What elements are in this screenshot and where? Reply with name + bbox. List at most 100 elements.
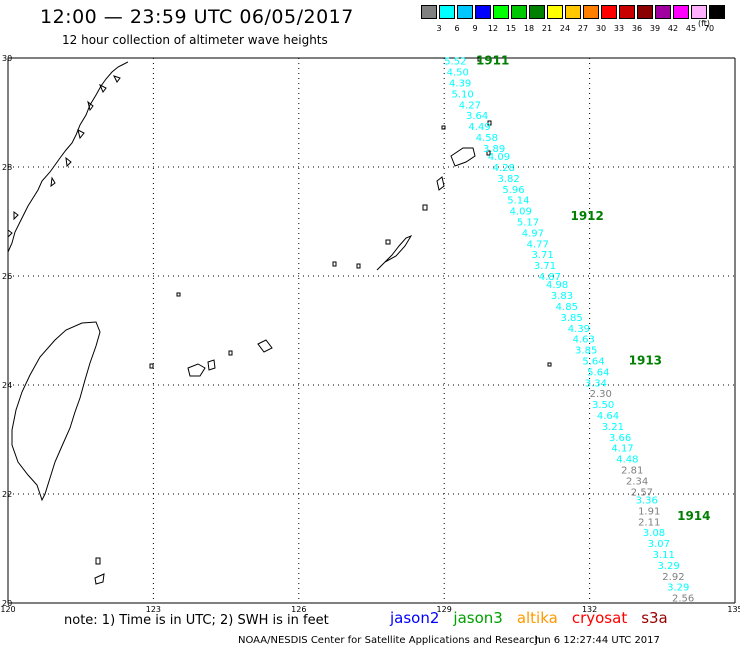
pass-number-label: 1911 <box>476 54 509 68</box>
china-coast-islands <box>7 75 121 239</box>
lat-tick-label: 28 <box>2 163 12 172</box>
lon-tick-label: 126 <box>291 605 306 614</box>
legend-bin-label: 21 <box>541 24 553 33</box>
wave-height-value: 4.09 <box>510 207 532 218</box>
legend-bin-label: 24 <box>559 24 571 33</box>
legend-swatch <box>583 5 599 19</box>
legend-bin-label: 27 <box>577 24 589 33</box>
credit-line: NOAA/NESDIS Center for Satellite Applica… <box>238 635 541 646</box>
satellite-jason2: jason2 <box>390 609 440 627</box>
legend-swatch <box>475 5 491 19</box>
wave-height-value: 2.11 <box>638 517 660 528</box>
satellite-s3a: s3a <box>641 609 668 627</box>
wave-height-value: 2.56 <box>672 594 694 605</box>
wave-height-value: 3.29 <box>667 583 689 594</box>
wave-height-value: 5.17 <box>517 218 539 229</box>
legend-bin-label: 18 <box>523 24 535 33</box>
lon-tick-label: 123 <box>146 605 161 614</box>
generation-timestamp: Jun 6 12:27:44 UTC 2017 <box>535 635 660 646</box>
lon-tick-label: 129 <box>437 605 452 614</box>
coastlines <box>7 56 552 585</box>
legend-bin-label: 3 <box>436 24 442 33</box>
wave-height-value: 4.77 <box>527 239 549 250</box>
satellite-jason3: jason3 <box>453 609 503 627</box>
legend-bin-label: 39 <box>649 24 661 33</box>
legend-swatch <box>547 5 563 19</box>
amami-island <box>450 147 476 167</box>
legend-bin-label: 30 <box>595 24 607 33</box>
wave-height-value: 3.89 <box>483 144 505 155</box>
wave-height-value: 3.64 <box>466 111 488 122</box>
wave-height-value: 3.85 <box>575 346 597 357</box>
lat-tick-label: 20 <box>2 599 12 608</box>
axis-tick-labels: 120 123 126 129 132 135 30 28 26 24 22 20 <box>0 54 740 614</box>
lon-tick-label: 120 <box>0 605 15 614</box>
satellite-altika: altika <box>516 609 558 627</box>
pass-number-label: 1913 <box>629 353 662 367</box>
okinawa-island <box>376 234 413 271</box>
footer-note: note: 1) Time is in UTC; 2) SWH is in fe… <box>64 613 329 628</box>
wave-height-value: 4.17 <box>611 444 633 455</box>
legend-swatch <box>691 5 707 19</box>
wave-height-value: 2.81 <box>621 465 643 476</box>
wave-height-value: 4.98 <box>546 280 568 291</box>
legend-swatch <box>511 5 527 19</box>
page-title: 12:00 — 23:59 UTC 06/05/2017 <box>40 6 354 28</box>
wave-height-value: 4.28 <box>493 163 515 174</box>
wave-height-value: 5.64 <box>582 356 604 367</box>
wave-height-value: 3.08 <box>643 528 665 539</box>
lat-tick-label: 30 <box>2 54 12 63</box>
wave-height-value: 4.64 <box>597 411 619 422</box>
legend-swatch <box>673 5 689 19</box>
wave-height-value: 3.71 <box>531 250 553 261</box>
wave-height-value: 2.34 <box>626 476 648 487</box>
legend-swatch <box>529 5 545 19</box>
legend-swatch <box>619 5 635 19</box>
wave-height-value: 3.66 <box>609 433 631 444</box>
legend-bin-label: 42 <box>667 24 679 33</box>
wave-height-value: 4.39 <box>568 324 590 335</box>
wave-height-value: 3.34 <box>585 378 607 389</box>
legend-unit: (ft) <box>698 19 711 28</box>
legend-swatch <box>565 5 581 19</box>
wave-height-value: 3.21 <box>602 422 624 433</box>
lat-tick-label: 26 <box>2 272 12 281</box>
legend-swatch <box>439 5 455 19</box>
taiwan-island <box>11 321 101 502</box>
wave-height-value: 4.63 <box>573 335 595 346</box>
wave-height-value: 2.57 <box>631 487 653 498</box>
pass-number-label: 1914 <box>677 509 710 523</box>
wave-height-value: 4.09 <box>488 152 510 163</box>
china-coast <box>7 61 129 253</box>
wave-height-value: 4.27 <box>459 100 481 111</box>
wave-height-value: 1.91 <box>638 506 660 517</box>
wave-height-value: 4.48 <box>616 455 638 466</box>
wave-height-value: 4.49 <box>468 122 490 133</box>
wave-height-value: 4.58 <box>476 133 498 144</box>
legend-bin-label: 33 <box>613 24 625 33</box>
wave-height-value: 4.50 <box>447 68 469 79</box>
wave-height-value: 4.97 <box>522 228 544 239</box>
legend-swatch <box>655 5 671 19</box>
legend-swatch <box>421 5 437 19</box>
legend-bin-label: 70 <box>703 24 715 33</box>
wave-height-value: 2.92 <box>662 572 684 583</box>
page-subtitle: 12 hour collection of altimeter wave hei… <box>62 33 328 47</box>
wave-height-value: 3.36 <box>636 495 658 506</box>
legend-swatch <box>709 5 725 19</box>
legend-swatch <box>493 5 509 19</box>
satellite-cryosat: cryosat <box>571 609 628 627</box>
wave-height-value: 4.85 <box>556 302 578 313</box>
pass-labels: 1911 1912 1913 1914 <box>476 54 711 523</box>
wave-height-value: 2.30 <box>590 389 612 400</box>
legend-swatch <box>637 5 653 19</box>
wave-height-value: 3.29 <box>657 561 679 572</box>
wave-height-value: 5.64 <box>587 367 609 378</box>
wave-height-value: 4.39 <box>449 79 471 90</box>
wave-height-value: 3.71 <box>534 261 556 272</box>
lon-tick-label: 135 <box>727 605 740 614</box>
wave-height-value: 3.07 <box>648 539 670 550</box>
legend-bin-label: 9 <box>472 24 478 33</box>
legend-swatch <box>601 5 617 19</box>
